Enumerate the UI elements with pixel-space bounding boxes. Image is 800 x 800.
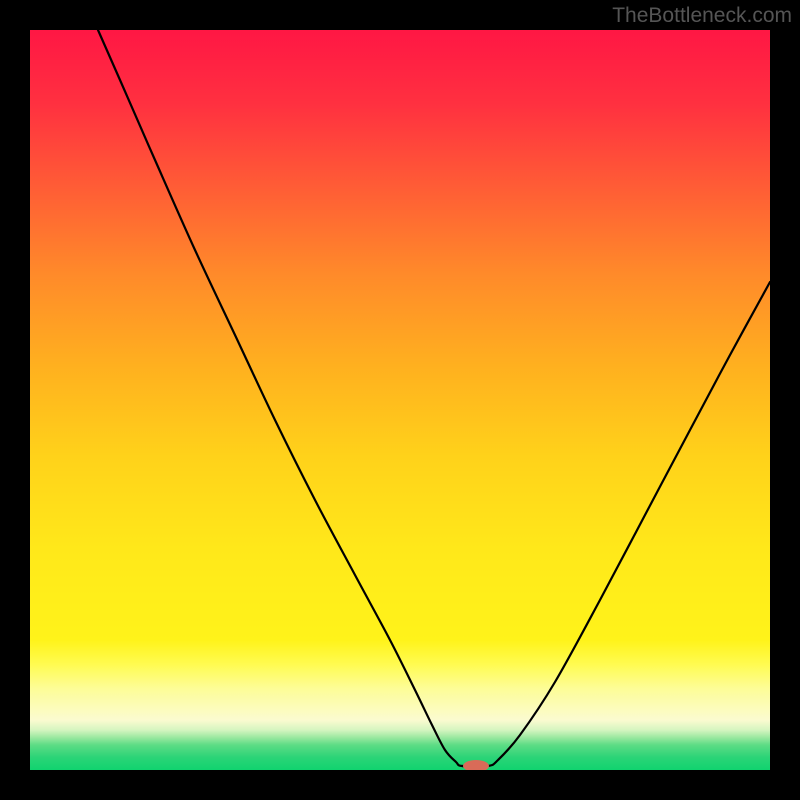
watermark-label: TheBottleneck.com [612,4,792,28]
chart-svg [0,0,800,800]
chart-container: TheBottleneck.com [0,0,800,800]
